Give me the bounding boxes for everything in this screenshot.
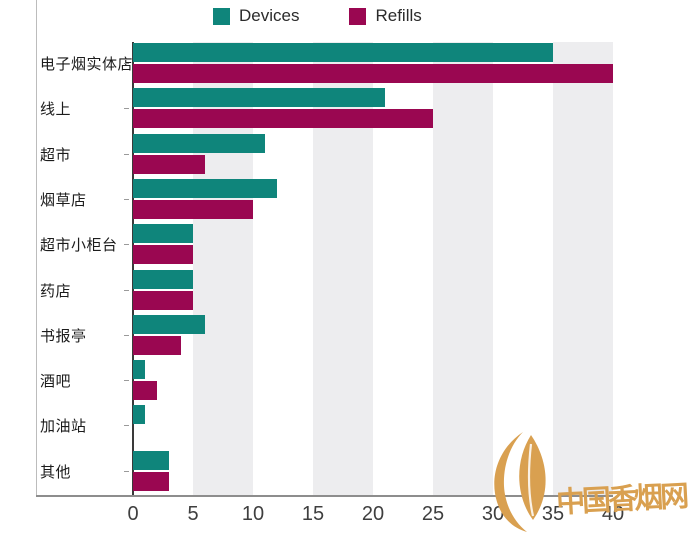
category-tick [124,380,129,381]
refills-swatch-icon [349,7,367,25]
legend-label-devices: Devices [239,6,300,25]
bar-refills-9 [133,472,169,491]
bar-devices-0 [133,43,553,62]
bar-devices-6 [133,315,205,334]
leaf-logo-icon [494,432,546,532]
bar-devices-4 [133,224,193,243]
legend-item-refills: Refills [349,6,422,26]
x-axis-line [36,495,613,497]
grid-band [553,42,613,495]
category-tick [124,290,129,291]
category-tick [124,244,129,245]
bar-devices-1 [133,88,385,107]
category-label-5: 药店 [40,283,72,300]
category-tick [124,199,129,200]
x-tick-label-0: 0 [127,503,139,525]
category-label-3: 烟草店 [40,192,87,209]
bar-refills-4 [133,245,193,264]
x-tick-label-30: 30 [481,503,505,525]
x-tick-label-35: 35 [541,503,565,525]
category-tick [124,63,129,64]
category-tick [124,425,129,426]
watermark-text: 中国香烟网 [555,480,687,520]
bar-devices-2 [133,134,265,153]
x-tick-label-40: 40 [601,503,625,525]
category-labels: 电子烟实体店 线上超市烟草店超市小柜台药店书报亭酒吧加油站其他 [40,42,134,495]
category-label-7: 酒吧 [40,373,72,390]
category-tick [124,108,129,109]
x-tick-label-10: 10 [241,503,265,525]
category-tick [124,471,129,472]
category-label-4: 超市小柜台 [40,237,118,254]
x-tick-label-20: 20 [361,503,385,525]
bar-devices-7 [133,360,145,379]
category-label-6: 书报亭 [40,328,87,345]
bar-devices-5 [133,270,193,289]
plot-area [124,42,613,495]
legend-label-refills: Refills [375,6,422,25]
bar-devices-8 [133,405,145,424]
bar-devices-3 [133,179,277,198]
grid-band [433,42,493,495]
bar-refills-1 [133,109,433,128]
bar-refills-7 [133,381,157,400]
category-label-0: 电子烟实体店 [40,56,134,73]
category-label-1: 线上 [40,101,72,118]
category-label-2: 超市 [40,147,72,164]
category-tick [124,154,129,155]
watermark: 中国香烟网 [484,430,690,535]
bar-refills-2 [133,155,205,174]
bar-refills-6 [133,336,181,355]
chart-legend: Devices Refills [213,6,472,26]
bar-refills-3 [133,200,253,219]
category-tick [124,335,129,336]
bar-refills-0 [133,64,613,83]
bar-refills-5 [133,291,193,310]
category-label-8: 加油站 [40,418,87,435]
category-axis-line [132,42,134,495]
legend-item-devices: Devices [213,6,299,26]
x-tick-label-15: 15 [301,503,325,525]
category-label-9: 其他 [40,464,72,481]
x-tick-label-25: 25 [421,503,445,525]
devices-swatch-icon [213,7,230,25]
left-border-line [36,0,37,495]
bar-devices-9 [133,451,169,470]
x-tick-label-5: 5 [187,503,199,525]
